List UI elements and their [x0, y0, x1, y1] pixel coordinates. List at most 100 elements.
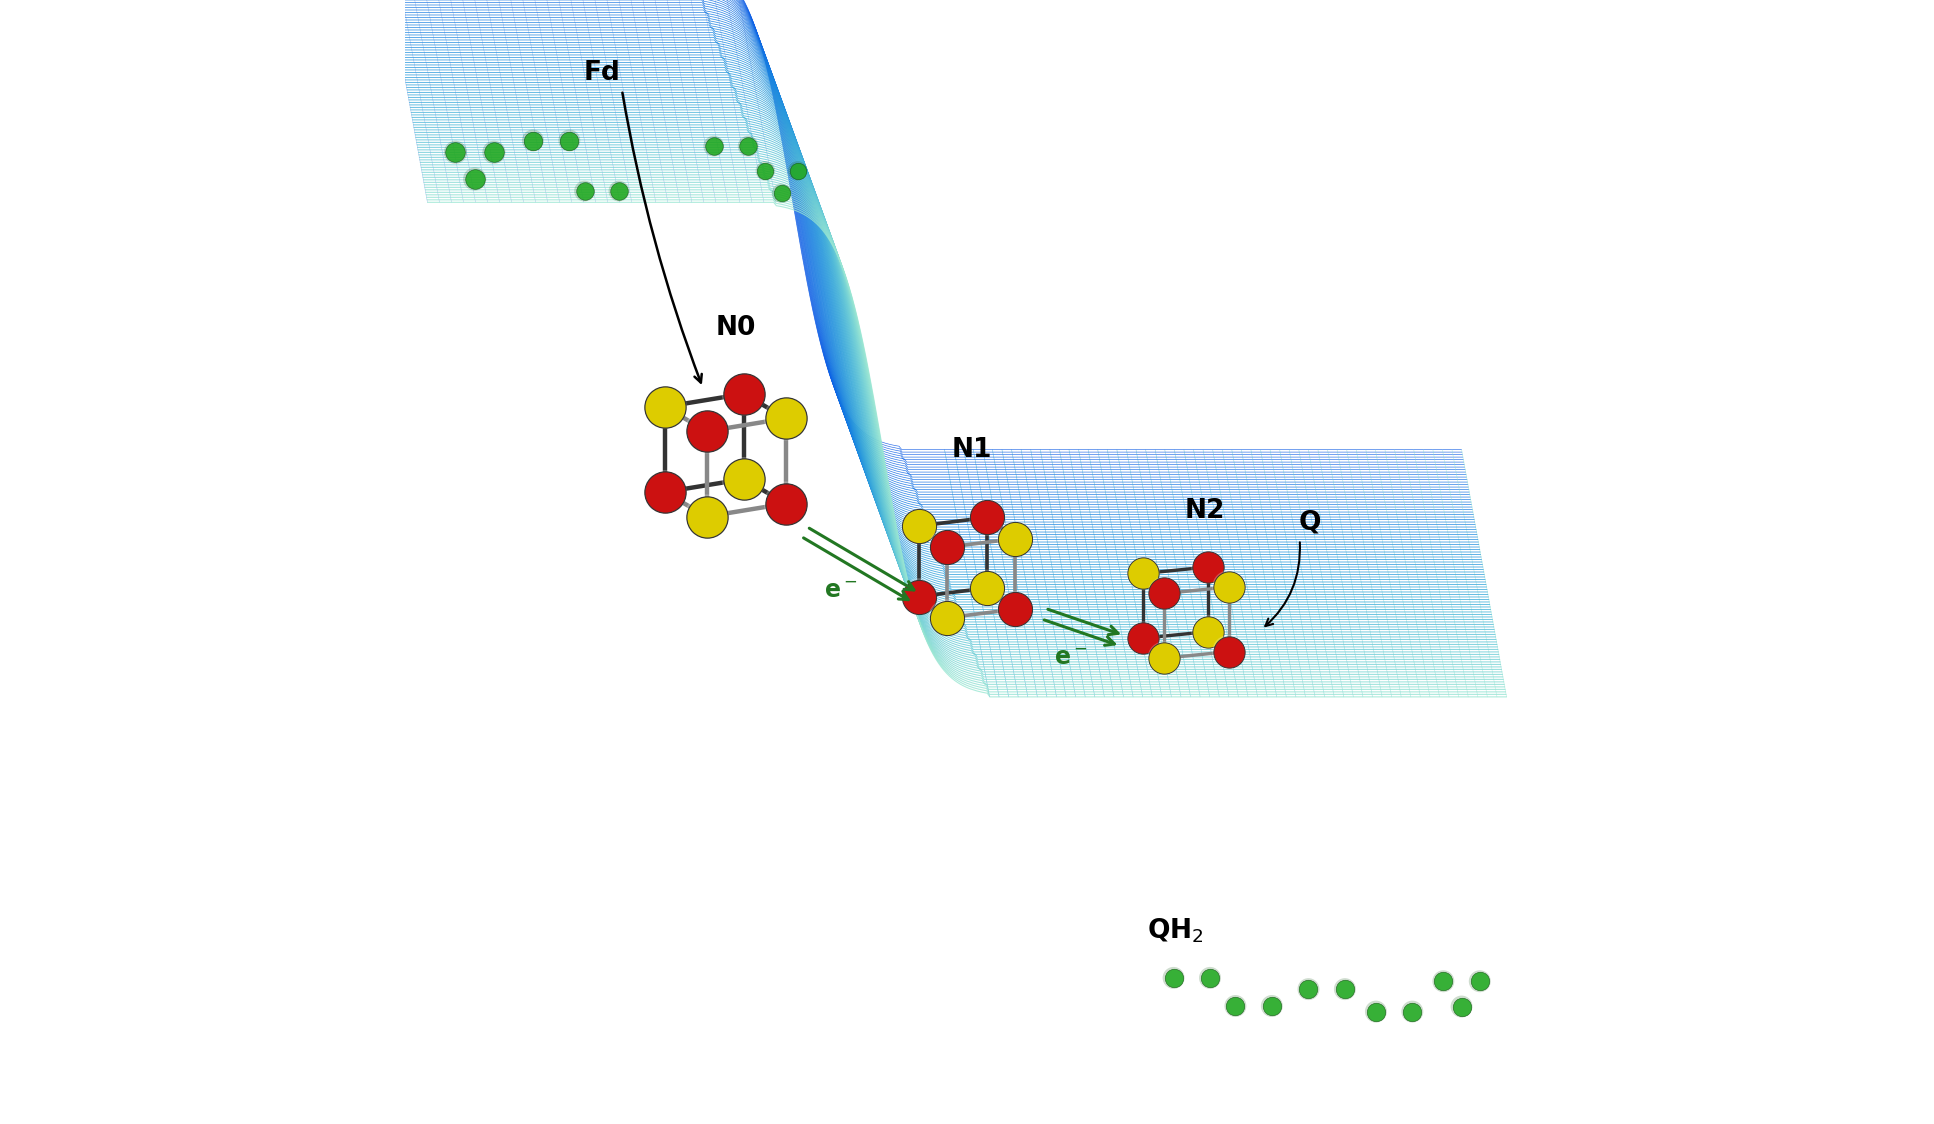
Point: [690, 423, 721, 441]
Point: [770, 409, 801, 427]
Point: [1427, 972, 1458, 990]
Point: [690, 423, 721, 441]
Point: [1213, 578, 1244, 596]
Point: [729, 384, 760, 402]
Point: [750, 162, 781, 180]
Text: N0: N0: [716, 315, 756, 342]
Point: [1220, 997, 1251, 1015]
Point: [1149, 584, 1180, 602]
Point: [1158, 969, 1189, 987]
Point: [1213, 643, 1244, 661]
Point: [973, 579, 1004, 597]
Point: [1360, 1003, 1391, 1021]
Point: [1000, 600, 1031, 618]
Point: [903, 588, 934, 606]
Text: Q: Q: [1298, 509, 1321, 536]
Point: [733, 137, 764, 155]
Text: e$^-$: e$^-$: [824, 579, 859, 604]
Point: [729, 470, 760, 488]
Point: [973, 508, 1004, 526]
Point: [1257, 997, 1288, 1015]
Point: [1396, 1003, 1427, 1021]
Text: e$^-$: e$^-$: [1054, 645, 1087, 670]
Point: [553, 132, 584, 149]
Point: [1396, 1003, 1427, 1021]
Point: [650, 398, 681, 416]
Point: [1193, 558, 1224, 575]
Point: [930, 609, 961, 627]
Point: [1128, 564, 1158, 582]
Point: [603, 182, 634, 200]
Point: [903, 517, 934, 535]
Point: [1000, 529, 1031, 547]
Text: Fd: Fd: [584, 60, 621, 87]
Point: [766, 184, 797, 202]
Point: [569, 182, 600, 200]
Point: [1149, 584, 1180, 602]
Point: [903, 517, 934, 535]
Point: [569, 182, 600, 200]
Point: [781, 162, 812, 180]
Point: [1220, 997, 1251, 1015]
Point: [1128, 629, 1158, 647]
Point: [973, 508, 1004, 526]
Point: [441, 144, 472, 162]
Point: [1193, 558, 1224, 575]
Point: [1294, 980, 1325, 998]
Point: [1193, 623, 1224, 641]
Point: [733, 137, 764, 155]
Text: QH$_2$: QH$_2$: [1147, 916, 1203, 945]
Point: [750, 162, 781, 180]
Point: [1427, 972, 1458, 990]
Point: [1193, 623, 1224, 641]
Point: [770, 495, 801, 513]
Point: [1257, 997, 1288, 1015]
Point: [1213, 578, 1244, 596]
Point: [973, 579, 1004, 597]
Point: [1128, 564, 1158, 582]
Point: [650, 398, 681, 416]
Point: [698, 137, 729, 155]
Point: [1195, 969, 1226, 987]
Point: [1464, 972, 1495, 990]
Point: [1464, 972, 1495, 990]
Point: [1447, 998, 1478, 1016]
Point: [1360, 1003, 1391, 1021]
Text: N2: N2: [1186, 498, 1226, 525]
Point: [603, 182, 634, 200]
Point: [650, 483, 681, 501]
Point: [766, 184, 797, 202]
Point: [1128, 629, 1158, 647]
Point: [770, 409, 801, 427]
Point: [478, 144, 509, 162]
Point: [729, 384, 760, 402]
Point: [1149, 650, 1180, 668]
Point: [770, 495, 801, 513]
Point: [1213, 643, 1244, 661]
Point: [1000, 529, 1031, 547]
Text: N1: N1: [952, 436, 992, 463]
Point: [698, 137, 729, 155]
Point: [930, 538, 961, 556]
Point: [1329, 980, 1360, 998]
Point: [553, 132, 584, 149]
Point: [930, 609, 961, 627]
Point: [650, 483, 681, 501]
Point: [1000, 600, 1031, 618]
Point: [1447, 998, 1478, 1016]
Point: [1149, 650, 1180, 668]
Point: [1294, 980, 1325, 998]
Point: [1195, 969, 1226, 987]
Point: [518, 132, 549, 149]
Point: [729, 470, 760, 488]
Point: [930, 538, 961, 556]
Point: [458, 170, 489, 188]
Point: [441, 144, 472, 162]
Point: [690, 508, 721, 526]
Point: [690, 508, 721, 526]
Point: [518, 132, 549, 149]
Point: [478, 144, 509, 162]
Point: [1158, 969, 1189, 987]
Point: [903, 588, 934, 606]
Point: [781, 162, 812, 180]
